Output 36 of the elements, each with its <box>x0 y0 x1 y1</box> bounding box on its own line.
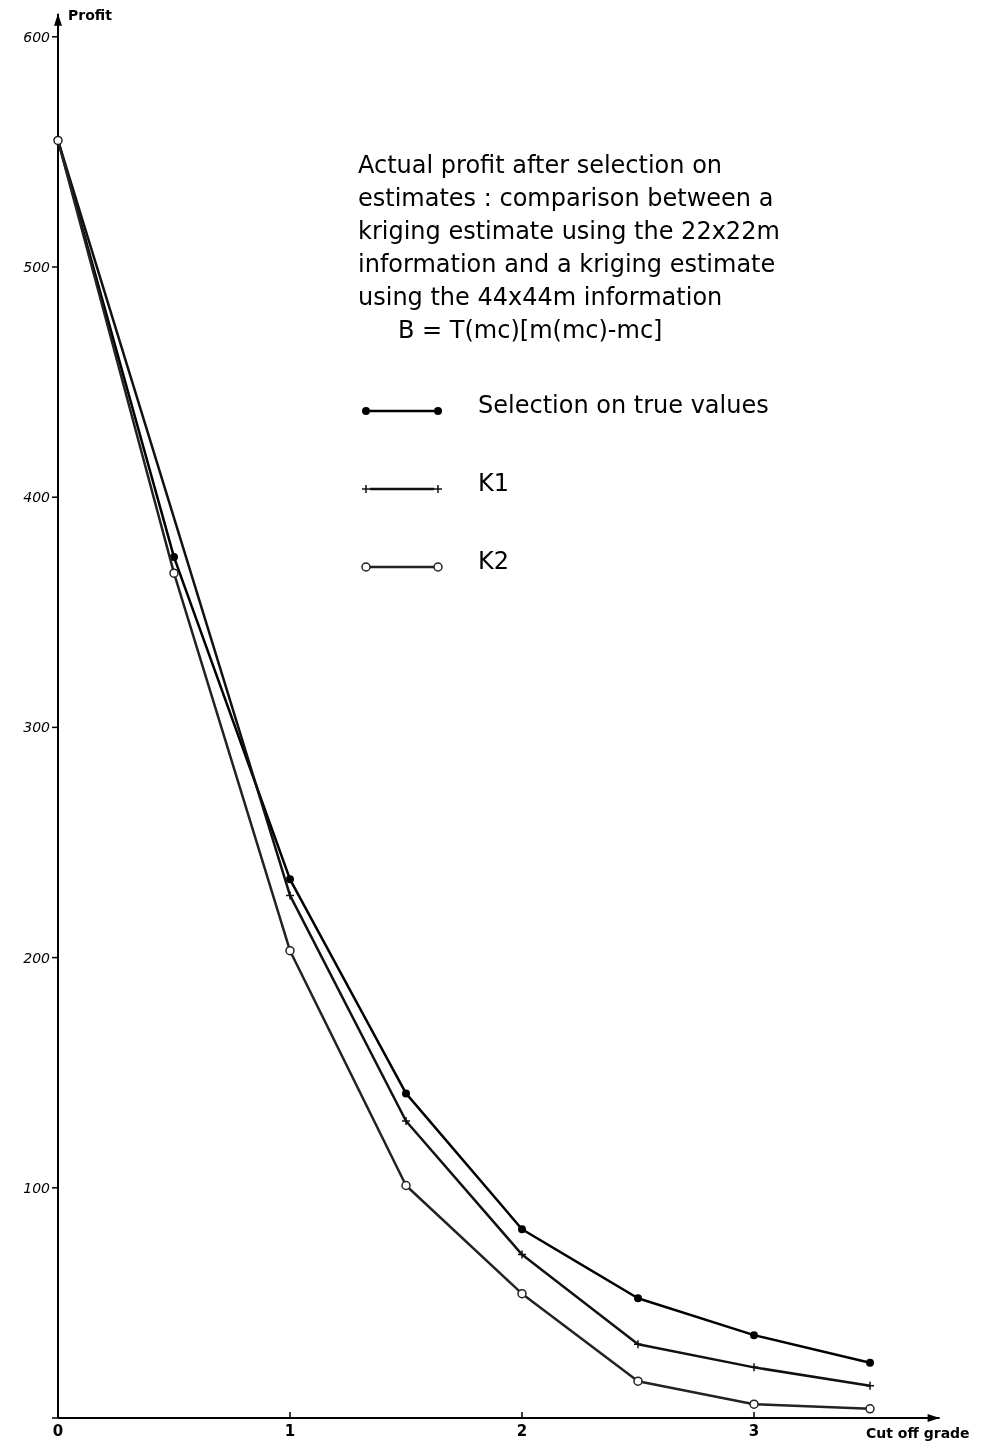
point <box>749 1399 759 1409</box>
point <box>865 1404 875 1414</box>
point <box>285 890 295 901</box>
legend-label: K2 <box>478 547 510 576</box>
point <box>517 1249 527 1260</box>
x-tick-label: 3 <box>748 1422 760 1440</box>
point <box>749 1362 759 1373</box>
x-tick-label: 0 <box>52 1422 64 1440</box>
point <box>285 945 295 956</box>
y-tick-label: 400 <box>23 489 51 506</box>
point <box>865 1381 875 1391</box>
point <box>866 1358 874 1367</box>
point <box>401 1116 411 1126</box>
y-tick-label: 300 <box>23 719 51 736</box>
text: Actual profit after selection on estimates : comparison between a kriging estimate using the 22x22m information and a kriging estimate using the 44x44m information <box>358 151 780 311</box>
y-tick-label: 100 <box>23 1179 51 1196</box>
x-axis-title: Cut off grade <box>866 1425 970 1441</box>
point <box>169 568 179 578</box>
y-tick-label: 600 <box>23 28 51 45</box>
point <box>518 1225 526 1234</box>
point <box>750 1331 758 1340</box>
point <box>517 1288 527 1299</box>
point <box>402 1089 410 1098</box>
x-tick-label: 2 <box>516 1422 528 1440</box>
x-tick-label: 1 <box>284 1422 296 1440</box>
point <box>401 1180 411 1191</box>
point <box>634 1294 642 1303</box>
y-axis-title: Profit <box>68 6 113 23</box>
y-tick-label: 200 <box>23 949 51 966</box>
legend-label: Selection on true values <box>478 391 769 420</box>
point <box>633 1339 643 1350</box>
point <box>286 875 294 884</box>
legend-label: K1 <box>478 469 510 498</box>
point <box>633 1376 643 1386</box>
y-tick-label: 500 <box>23 258 51 275</box>
annotation: B = T(mc)[m(mc)-mc] <box>398 316 663 344</box>
